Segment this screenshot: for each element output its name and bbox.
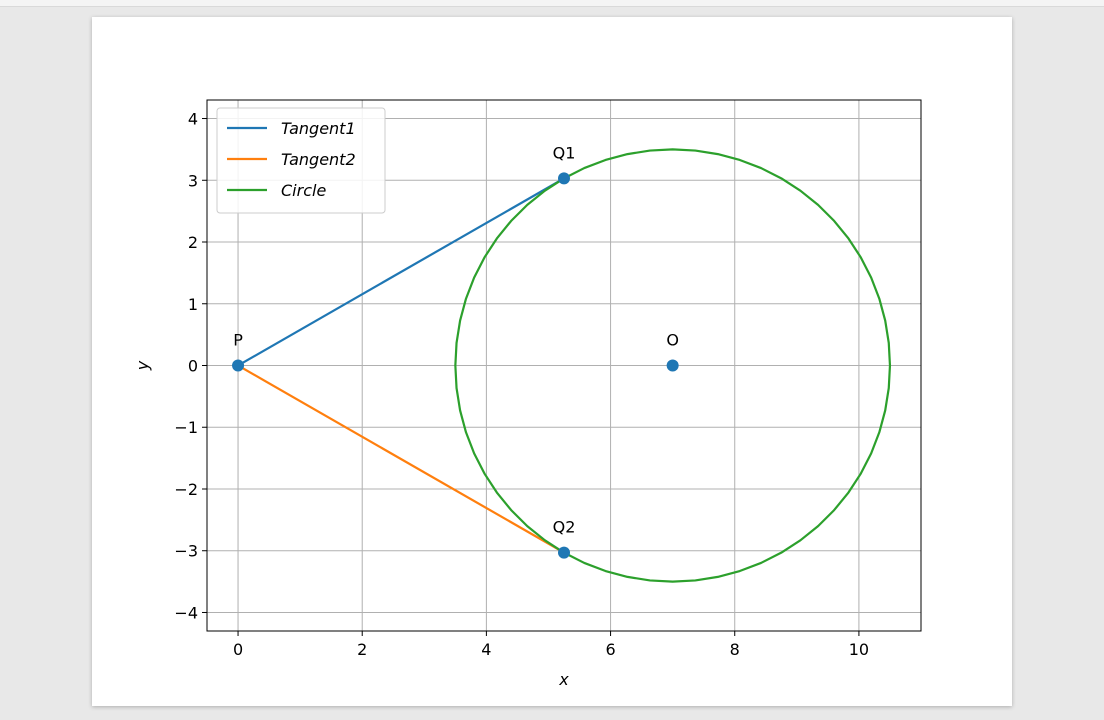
series-line-tangent1 (236, 176, 566, 368)
x-tick-label: 6 (605, 640, 615, 659)
x-axis-title: x (558, 670, 569, 689)
window-top-strip (0, 0, 1104, 7)
x-tick-label: 2 (357, 640, 367, 659)
legend-label-tangent1: Tangent1 (281, 119, 356, 138)
point-label-q1: Q1 (553, 143, 576, 162)
ticks-layer: 0 2 4 6 8 10 −4 −3 −2 −1 0 1 2 3 4 (174, 110, 869, 659)
series-layer (236, 148, 892, 583)
legend-label-tangent2: Tangent2 (281, 150, 356, 169)
y-tick-label: 3 (188, 171, 198, 190)
y-tick-label: 4 (188, 110, 198, 129)
legend-box (216, 107, 386, 214)
y-tick-label: 2 (188, 233, 198, 252)
figure-canvas: P Q1 Q2 O 0 2 4 6 8 10 −4 −3 −2 −1 0 1 2 3 4 x y Tangent1… (92, 17, 1012, 706)
series-line-tangent2 (236, 363, 566, 555)
point-marker-p (232, 359, 245, 372)
y-axis-title: y (133, 360, 152, 371)
x-tick-label: 0 (233, 640, 243, 659)
y-tick-label: −4 (174, 603, 198, 622)
series-circle (454, 148, 892, 583)
y-tick-label: −2 (174, 480, 198, 499)
point-label-p: P (233, 331, 243, 350)
point-marker-o (666, 359, 679, 372)
point-marker-q1 (558, 172, 570, 185)
y-tick-label: 0 (188, 357, 198, 376)
point-label-o: O (666, 331, 679, 350)
x-tick-label: 8 (730, 640, 740, 659)
point-marker-q2 (558, 546, 570, 559)
legend: Tangent1 Tangent2 Circle (216, 107, 386, 214)
y-tick-label: −3 (174, 542, 198, 561)
legend-label-circle: Circle (281, 181, 326, 200)
point-label-q2: Q2 (553, 518, 576, 537)
x-tick-label: 10 (849, 640, 869, 659)
chart-svg: P Q1 Q2 O 0 2 4 6 8 10 −4 −3 −2 −1 0 1 2 3 4 x y Tangent1… (133, 99, 922, 689)
x-tick-label: 4 (481, 640, 491, 659)
y-tick-label: −1 (174, 418, 198, 437)
y-tick-label: 1 (188, 295, 198, 314)
points-layer: P Q1 Q2 O (232, 143, 679, 559)
